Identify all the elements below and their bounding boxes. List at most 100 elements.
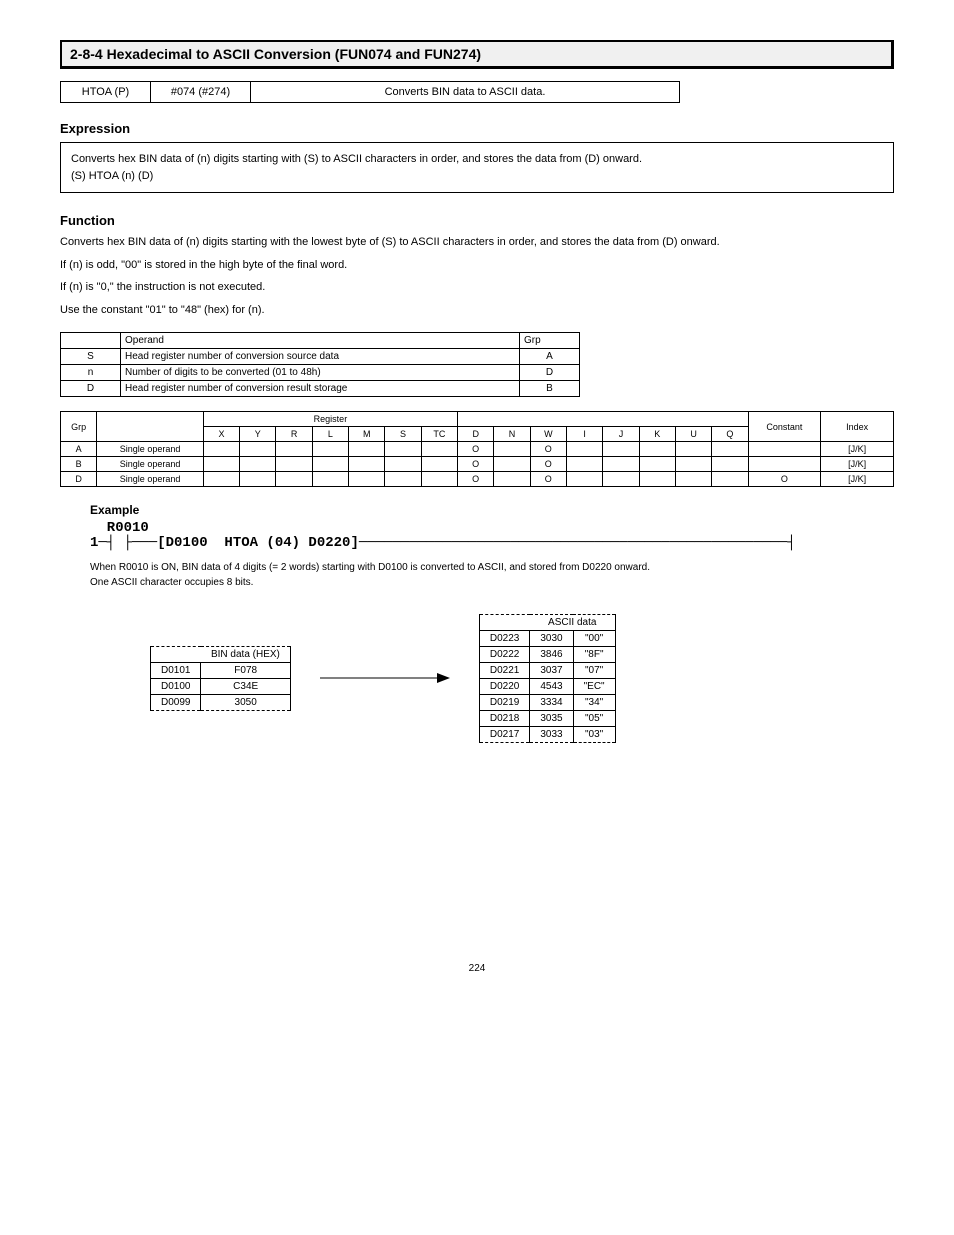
mA3 bbox=[312, 442, 348, 457]
mA2 bbox=[276, 442, 312, 457]
mD3 bbox=[312, 472, 348, 487]
cl-r0c0: D0101 bbox=[151, 662, 201, 678]
operand-r0c0: S bbox=[61, 349, 121, 365]
mA0 bbox=[203, 442, 239, 457]
matrix-col-J: J bbox=[603, 427, 639, 442]
matrix-col-R: R bbox=[276, 427, 312, 442]
cr-r2c1: 3037 bbox=[530, 662, 573, 678]
matrix-row-A: A Single operand O O [J/K] bbox=[61, 442, 894, 457]
conversion-diagram: BIN data (HEX) D0101F078 D0100C34E D0099… bbox=[150, 614, 894, 743]
spec-mnemonic: HTOA (P) bbox=[61, 82, 151, 102]
mD-index: [J/K] bbox=[821, 472, 894, 487]
mD11 bbox=[603, 472, 639, 487]
mA1 bbox=[240, 442, 276, 457]
mD-desc: Single operand bbox=[97, 472, 204, 487]
operand-r1c0: n bbox=[61, 365, 121, 381]
matrix-table: Grp Register Constant Index X Y R L M S … bbox=[60, 411, 894, 487]
mB2 bbox=[276, 457, 312, 472]
cr-r5c0: D0218 bbox=[479, 710, 529, 726]
mD9: O bbox=[530, 472, 566, 487]
cr-r4c2: "34" bbox=[573, 694, 615, 710]
cl-r1c0: D0100 bbox=[151, 678, 201, 694]
cr-r6c0: D0217 bbox=[479, 726, 529, 742]
matrix-row-B: B Single operand O O [J/K] bbox=[61, 457, 894, 472]
mA6 bbox=[421, 442, 457, 457]
mB7: O bbox=[458, 457, 494, 472]
operand-r0c2: A bbox=[520, 349, 580, 365]
mB11 bbox=[603, 457, 639, 472]
example-heading: Example bbox=[90, 503, 894, 517]
mD12 bbox=[639, 472, 675, 487]
example-note: When R0010 is ON, BIN data of 4 digits (… bbox=[90, 560, 894, 590]
cr-r1c2: "8F" bbox=[573, 646, 615, 662]
mB3 bbox=[312, 457, 348, 472]
spec-fun: #074 (#274) bbox=[151, 82, 251, 102]
mD14 bbox=[712, 472, 748, 487]
mB12 bbox=[639, 457, 675, 472]
mA9: O bbox=[530, 442, 566, 457]
mB6 bbox=[421, 457, 457, 472]
matrix-h-blank bbox=[97, 412, 204, 442]
mD6 bbox=[421, 472, 457, 487]
operand-r0c1: Head register number of conversion sourc… bbox=[121, 349, 520, 365]
cr-r1c1: 3846 bbox=[530, 646, 573, 662]
cr-r5c1: 3035 bbox=[530, 710, 573, 726]
cr-r2c0: D0221 bbox=[479, 662, 529, 678]
matrix-col-W: W bbox=[530, 427, 566, 442]
mD1 bbox=[240, 472, 276, 487]
note-line1: When R0010 is ON, BIN data of 4 digits (… bbox=[90, 560, 894, 575]
cr-r3c0: D0220 bbox=[479, 678, 529, 694]
cl-r2c0: D0099 bbox=[151, 694, 201, 710]
note-line2: One ASCII character occupies 8 bits. bbox=[90, 575, 894, 590]
mB10 bbox=[566, 457, 602, 472]
function-line3: If (n) is "0," the instruction is not ex… bbox=[60, 279, 894, 296]
mB-desc: Single operand bbox=[97, 457, 204, 472]
mA11 bbox=[603, 442, 639, 457]
conv-left-header: BIN data (HEX) bbox=[201, 646, 290, 662]
mB-grp: B bbox=[61, 457, 97, 472]
cr-r5c2: "05" bbox=[573, 710, 615, 726]
matrix-h-grp: Grp bbox=[61, 412, 97, 442]
matrix-col-Y: Y bbox=[240, 427, 276, 442]
mA13 bbox=[675, 442, 711, 457]
mB1 bbox=[240, 457, 276, 472]
mB-index: [J/K] bbox=[821, 457, 894, 472]
matrix-col-M: M bbox=[349, 427, 385, 442]
operand-table: Operand Grp S Head register number of co… bbox=[60, 332, 580, 397]
cr-r3c2: "EC" bbox=[573, 678, 615, 694]
matrix-col-I: I bbox=[566, 427, 602, 442]
matrix-h-constant: Constant bbox=[748, 412, 821, 442]
cl-r1c1: C34E bbox=[201, 678, 290, 694]
cr-r0c0: D0223 bbox=[479, 630, 529, 646]
mA5 bbox=[385, 442, 421, 457]
matrix-row-D: D Single operand O O O [J/K] bbox=[61, 472, 894, 487]
arrow-icon bbox=[315, 658, 455, 698]
operand-header-blank bbox=[61, 333, 121, 349]
mA-index: [J/K] bbox=[821, 442, 894, 457]
conv-right-header: ASCII data bbox=[530, 614, 615, 630]
mA10 bbox=[566, 442, 602, 457]
matrix-col-TC: TC bbox=[421, 427, 457, 442]
function-line2: If (n) is odd, "00" is stored in the hig… bbox=[60, 257, 894, 274]
mA-desc: Single operand bbox=[97, 442, 204, 457]
cr-r6c1: 3033 bbox=[530, 726, 573, 742]
matrix-h-register: Register bbox=[203, 412, 457, 427]
mB5 bbox=[385, 457, 421, 472]
mD0 bbox=[203, 472, 239, 487]
mD5 bbox=[385, 472, 421, 487]
mD13 bbox=[675, 472, 711, 487]
expression-heading: Expression bbox=[60, 121, 894, 136]
operand-r1c1: Number of digits to be converted (01 to … bbox=[121, 365, 520, 381]
matrix-col-X: X bbox=[203, 427, 239, 442]
function-line1: Converts hex BIN data of (n) digits star… bbox=[60, 234, 894, 251]
expression-line1: Converts hex BIN data of (n) digits star… bbox=[71, 151, 883, 168]
function-heading: Function bbox=[60, 213, 894, 228]
operand-header-grp: Grp bbox=[520, 333, 580, 349]
cr-r1c0: D0222 bbox=[479, 646, 529, 662]
operand-r1c2: D bbox=[520, 365, 580, 381]
operand-header-operand: Operand bbox=[121, 333, 520, 349]
matrix-col-N: N bbox=[494, 427, 530, 442]
cl-r2c1: 3050 bbox=[201, 694, 290, 710]
cr-r4c1: 3334 bbox=[530, 694, 573, 710]
matrix-col-Q: Q bbox=[712, 427, 748, 442]
